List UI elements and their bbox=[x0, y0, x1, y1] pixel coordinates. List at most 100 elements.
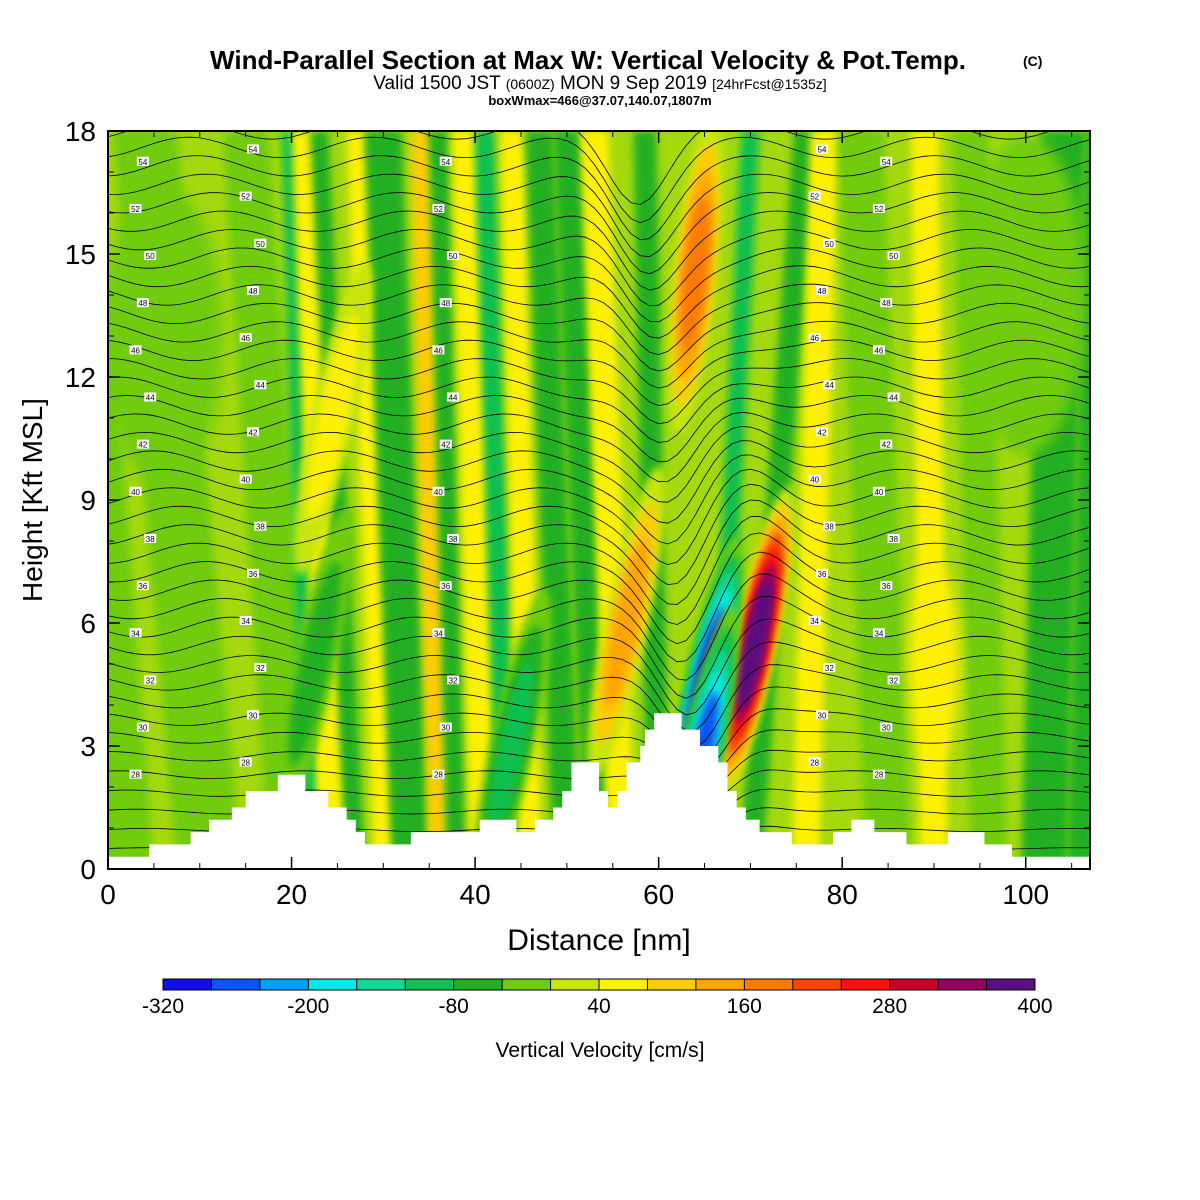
colorbar-swatch bbox=[308, 979, 358, 990]
theta-label: 44 bbox=[447, 392, 460, 403]
svg-text:32: 32 bbox=[146, 676, 155, 685]
theta-label: 48 bbox=[816, 285, 829, 296]
theta-contour bbox=[108, 532, 1090, 645]
theta-label: 54 bbox=[136, 156, 149, 167]
theta-label: 48 bbox=[247, 285, 260, 296]
theta-contour bbox=[108, 283, 1090, 356]
svg-text:54: 54 bbox=[818, 145, 827, 154]
colorbar-swatch bbox=[744, 979, 794, 990]
theta-label: 32 bbox=[447, 675, 460, 685]
colorbar-frame bbox=[162, 978, 1036, 991]
theta-label: 42 bbox=[136, 439, 149, 450]
theta-label: 38 bbox=[887, 533, 900, 544]
theta-label: 28 bbox=[432, 769, 445, 780]
theta-label: 44 bbox=[887, 392, 900, 403]
theta-label: 30 bbox=[439, 722, 452, 733]
w-core bbox=[489, 661, 534, 831]
theta-label: 28 bbox=[129, 769, 142, 780]
theta-label: 32 bbox=[823, 663, 836, 673]
theta-label: 32 bbox=[254, 663, 267, 673]
svg-text:30: 30 bbox=[882, 724, 891, 733]
theta-contour bbox=[108, 499, 1090, 605]
svg-text:36: 36 bbox=[882, 582, 891, 591]
w-band bbox=[309, 131, 365, 869]
theta-label: 38 bbox=[254, 521, 267, 532]
svg-text:32: 32 bbox=[889, 676, 898, 685]
theta-contour bbox=[108, 339, 1090, 407]
svg-text:44: 44 bbox=[146, 394, 155, 403]
theta-label: 36 bbox=[880, 581, 893, 591]
theta-contour bbox=[108, 664, 1090, 748]
theta-label: 34 bbox=[808, 615, 821, 626]
colorbar-tick-label: 160 bbox=[727, 995, 762, 1018]
svg-text:48: 48 bbox=[818, 287, 827, 296]
theta-label: 52 bbox=[872, 203, 885, 214]
y-tick-label: 18 bbox=[65, 116, 96, 147]
theta-label: 34 bbox=[239, 615, 252, 626]
theta-contour bbox=[108, 425, 1090, 503]
theta-contour bbox=[108, 749, 1090, 796]
x-axis: 0 20 40 60 80 100 bbox=[100, 131, 1073, 910]
theta-contour-labels: 28 30 32 34 36 38 40 42 44 46 48 50 52 54 28 30 32 34 36 38… bbox=[129, 144, 900, 780]
theta-label: 28 bbox=[239, 757, 252, 767]
x-axis-label: Distance [nm] bbox=[507, 924, 690, 957]
theta-contour bbox=[108, 247, 1090, 323]
subtitle-fcst: [24hrFcst@1535z] bbox=[712, 76, 827, 92]
svg-text:54: 54 bbox=[249, 145, 258, 154]
colorbar-swatch bbox=[163, 979, 212, 990]
svg-text:52: 52 bbox=[131, 205, 140, 214]
theta-label: 44 bbox=[144, 392, 157, 403]
svg-text:52: 52 bbox=[241, 193, 250, 202]
svg-text:46: 46 bbox=[241, 334, 250, 343]
theta-label: 32 bbox=[144, 675, 157, 685]
x-tick-label: 100 bbox=[1002, 879, 1049, 910]
svg-text:36: 36 bbox=[249, 570, 258, 579]
theta-contour bbox=[108, 192, 1090, 275]
x-tick-label: 40 bbox=[460, 879, 491, 910]
svg-text:40: 40 bbox=[241, 476, 250, 485]
theta-label: 46 bbox=[432, 345, 445, 355]
subtitle-valid: Valid 1500 JST bbox=[373, 73, 501, 94]
theta-label: 52 bbox=[129, 203, 142, 214]
theta-contour bbox=[108, 641, 1090, 732]
colorbar-swatch bbox=[356, 979, 406, 990]
colorbar-tick-label: -80 bbox=[438, 995, 468, 1018]
theta-contour bbox=[108, 228, 1090, 307]
svg-text:48: 48 bbox=[882, 299, 891, 308]
svg-text:30: 30 bbox=[249, 711, 258, 720]
theta-contour bbox=[108, 483, 1090, 586]
theta-contour bbox=[108, 358, 1090, 425]
theta-contour bbox=[108, 729, 1090, 786]
colorbar-swatch bbox=[259, 979, 309, 990]
svg-text:32: 32 bbox=[256, 664, 265, 673]
y-tick-label: 9 bbox=[80, 485, 96, 516]
svg-text:36: 36 bbox=[138, 582, 147, 591]
theta-label: 54 bbox=[816, 144, 829, 154]
theta-label: 44 bbox=[823, 380, 836, 390]
w-region bbox=[908, 564, 959, 764]
colorbar-swatch bbox=[889, 979, 939, 990]
svg-text:50: 50 bbox=[256, 240, 265, 249]
theta-contour bbox=[108, 136, 1090, 224]
colorbar-swatch bbox=[599, 979, 648, 990]
theta-label: 48 bbox=[136, 298, 149, 308]
svg-text:30: 30 bbox=[441, 724, 450, 733]
svg-text:34: 34 bbox=[810, 617, 819, 626]
colorbar-swatch bbox=[502, 979, 552, 990]
x-tick-label: 20 bbox=[276, 879, 307, 910]
subtitle-date: MON 9 Sep 2019 bbox=[560, 73, 707, 94]
theta-label: 42 bbox=[816, 427, 829, 437]
theta-contour bbox=[108, 320, 1090, 389]
theta-label: 40 bbox=[129, 486, 142, 497]
colorbar-swatch bbox=[550, 979, 600, 990]
theta-contour bbox=[108, 686, 1090, 765]
svg-text:34: 34 bbox=[131, 629, 140, 638]
svg-text:38: 38 bbox=[256, 523, 265, 532]
w-core bbox=[306, 315, 360, 521]
theta-contours bbox=[108, 131, 1090, 854]
theta-label: 44 bbox=[254, 380, 267, 390]
colorbar-swatch bbox=[405, 979, 455, 990]
theta-contour bbox=[108, 595, 1090, 699]
